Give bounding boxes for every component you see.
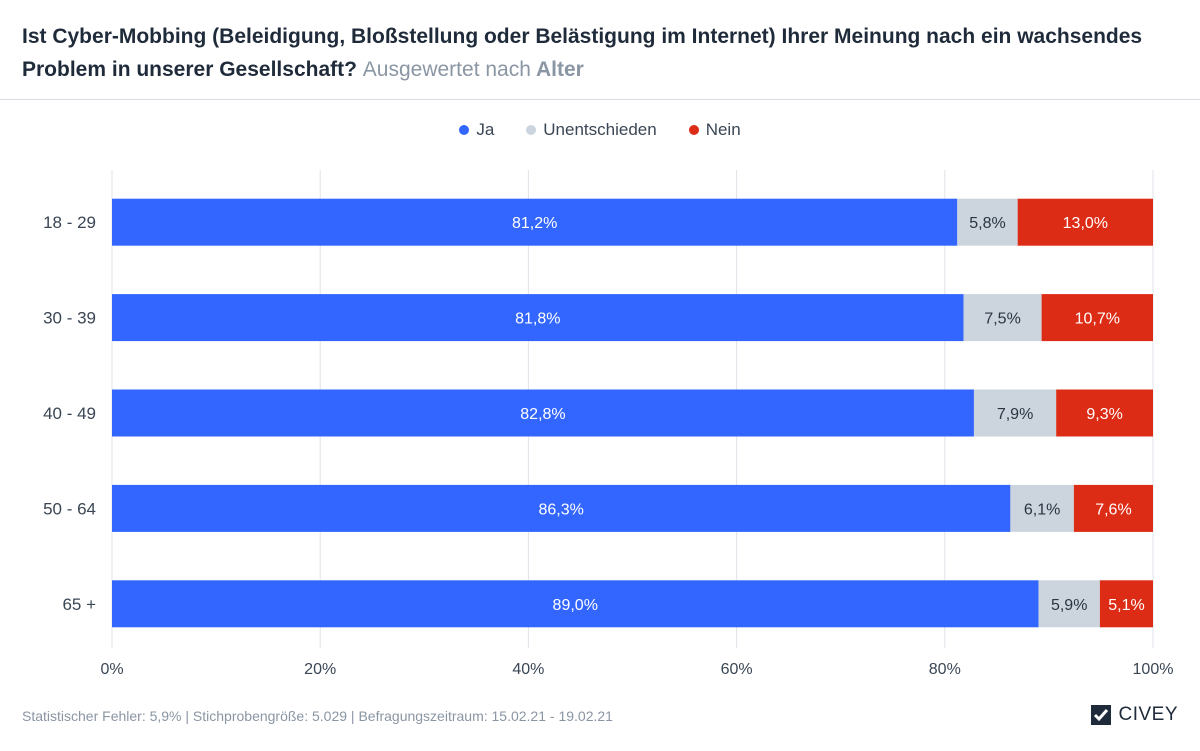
bar-segment [1010, 484, 1074, 532]
x-tick-label: 60% [721, 661, 753, 678]
data-label: 9,3% [1086, 406, 1122, 423]
data-label: 7,9% [997, 406, 1033, 423]
category-label: 50 - 64 [43, 499, 96, 518]
bar-segment [1099, 580, 1153, 628]
legend-label-nein: Nein [705, 120, 741, 139]
bar-segment [963, 294, 1042, 342]
x-tick-label: 100% [1133, 661, 1174, 678]
legend-label-ja: Ja [476, 120, 495, 139]
footer-note: Statistischer Fehler: 5,9% | Stichproben… [22, 708, 613, 724]
data-label: 6,1% [1024, 501, 1060, 518]
legend-dot-nein [688, 125, 699, 135]
category-label: 65 + [62, 595, 96, 614]
chart-header: Ist Cyber-Mobbing (Beleidigung, Bloßstel… [0, 0, 1200, 100]
stacked-bar-chart: 0% 20% 40% 60% 80% 100% 18 - 29 81,2% 5,8% 13,0% 3… [43, 170, 1174, 678]
legend-dot-unentschieden [526, 125, 537, 135]
data-label: 5,9% [1051, 597, 1087, 614]
legend-item-unentschieden[interactable]: Unentschieden [526, 120, 657, 140]
category-label: 40 - 49 [43, 404, 96, 423]
x-tick-label: 40% [512, 661, 544, 678]
x-tick-label: 20% [304, 661, 336, 678]
bar-segment [112, 198, 958, 246]
x-tick-label: 80% [929, 661, 961, 678]
bar-segment [1017, 198, 1153, 246]
title-sub: Ausgewertet nach [362, 58, 531, 81]
legend-label-unentschieden: Unentschieden [543, 120, 657, 139]
data-label: 5,1% [1108, 597, 1144, 614]
bar-segment [957, 198, 1018, 246]
legend: Ja Unentschieden Nein [0, 120, 1200, 140]
bar-segment [112, 294, 964, 342]
civey-logo[interactable]: CIVEY [1090, 704, 1178, 726]
data-label: 7,5% [984, 311, 1020, 328]
brand-name: CIVEY [1118, 704, 1178, 725]
data-label: 81,8% [515, 311, 560, 328]
bar-segment [112, 389, 974, 437]
data-label: 10,7% [1075, 311, 1120, 328]
legend-item-ja[interactable]: Ja [459, 120, 494, 140]
bar-segment [973, 389, 1057, 437]
civey-logo-icon [1091, 705, 1112, 725]
bar-segment [112, 580, 1039, 628]
category-label: 18 - 29 [43, 213, 96, 232]
bar-segment [1056, 389, 1153, 437]
bar-segment [1041, 294, 1153, 342]
chart-title: Ist Cyber-Mobbing (Beleidigung, Bloßstel… [22, 20, 1172, 86]
title-main: Ist Cyber-Mobbing (Beleidigung, Bloßstel… [22, 25, 1143, 81]
category-label: 30 - 39 [43, 309, 96, 328]
data-label: 89,0% [553, 597, 598, 614]
legend-dot-ja [459, 125, 470, 135]
data-label: 7,6% [1095, 501, 1131, 518]
bar-segment [1038, 580, 1100, 628]
x-tick-label: 0% [100, 661, 123, 678]
data-label: 82,8% [520, 406, 565, 423]
data-label: 5,8% [969, 215, 1005, 232]
data-label: 81,2% [512, 215, 557, 232]
data-label: 13,0% [1063, 215, 1108, 232]
bar-segment [1073, 484, 1153, 532]
data-label: 86,3% [539, 501, 584, 518]
legend-item-nein[interactable]: Nein [688, 120, 741, 140]
bar-segment [112, 484, 1011, 532]
title-sub-strong: Alter [535, 58, 584, 81]
